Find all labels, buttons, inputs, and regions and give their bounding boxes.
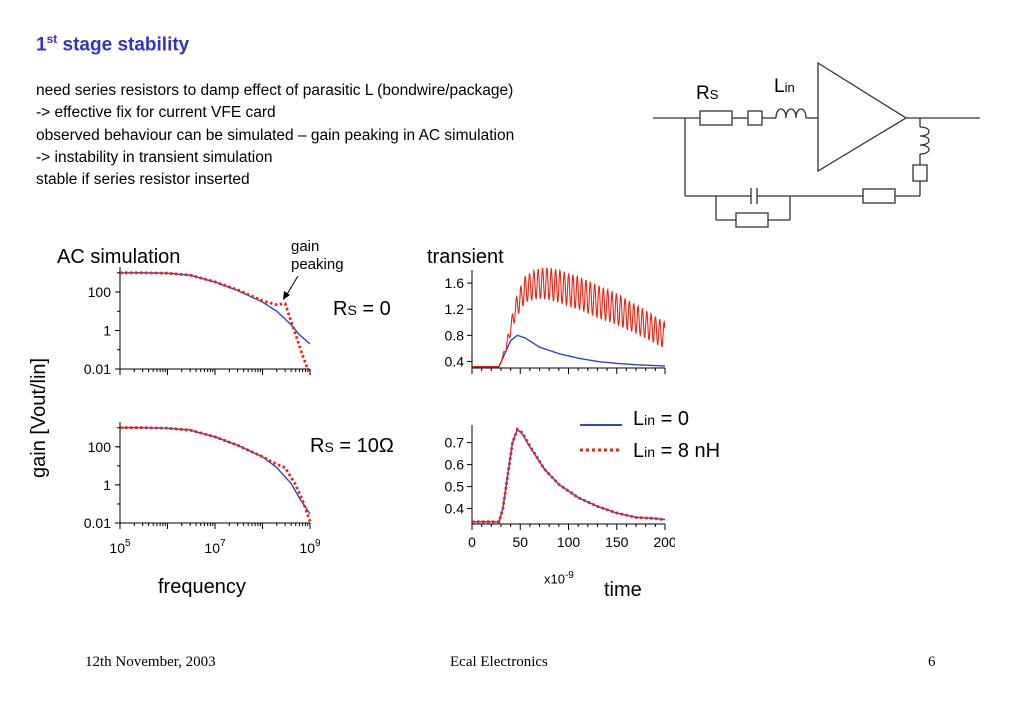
series-lin8-line xyxy=(472,267,666,368)
note-line: stable if series resistor inserted xyxy=(36,171,250,189)
footer-center: Ecal Electronics xyxy=(450,654,548,670)
footer-date: 12th November, 2003 xyxy=(85,654,216,670)
small-resistor xyxy=(747,110,763,126)
annotation-line: peaking xyxy=(291,256,344,273)
ac-chart-top: 100 1 0.01 xyxy=(84,267,312,377)
rs-zero-label: RS = 0 xyxy=(333,298,391,320)
y-tick-label: 0.5 xyxy=(445,479,465,495)
rs-ten-label: RS = 10Ω xyxy=(310,435,394,457)
x-tick-base: 10 xyxy=(204,540,220,556)
x-tick-base: 10 xyxy=(299,540,315,556)
series-lin0-line xyxy=(120,272,311,345)
legend-entry-lin8: Lin = 8 nH xyxy=(633,440,721,462)
y-tick-label: 0.7 xyxy=(445,435,465,451)
x-tick-exponent: 7 xyxy=(220,538,226,549)
series-lin8-line xyxy=(120,271,312,376)
y-tick-label: 1 xyxy=(103,477,111,493)
footer-page-number: 6 xyxy=(928,654,936,670)
transient-title: transient xyxy=(427,246,504,268)
x-tick-exponent: 9 xyxy=(315,538,320,549)
y-tick-label: 0.01 xyxy=(84,515,111,531)
x-tick-label: 100 xyxy=(557,534,581,550)
transient-chart-top: 1.6 1.2 0.8 0.4 xyxy=(445,267,666,374)
notes-block: need series resistors to damp effect of … xyxy=(36,80,514,191)
y-axis-label: gain [Vout/lin] xyxy=(28,357,50,478)
x-tick-label: 107 xyxy=(204,538,226,556)
note-line: observed behaviour can be simulated – ga… xyxy=(36,126,515,144)
feedback-inductor xyxy=(919,126,930,155)
legend-swatches xyxy=(580,424,622,452)
series-lin0-line xyxy=(472,334,665,368)
y-tick-label: 1 xyxy=(103,323,111,339)
y-tick-label: 0.6 xyxy=(445,457,465,473)
y-tick-label: 0.01 xyxy=(84,361,111,377)
series-lin8-line xyxy=(472,427,666,524)
y-tick-label: 1.6 xyxy=(445,275,465,291)
y-tick-label: 0.8 xyxy=(445,327,465,343)
ac-simulation-title: AC simulation xyxy=(57,246,181,268)
x-tick-exponent: 5 xyxy=(125,538,131,549)
series-lin0-line xyxy=(472,428,666,523)
y-tick-label: 0.4 xyxy=(445,501,465,517)
annotation-line: gain xyxy=(291,238,320,255)
x-tick-label: 200 xyxy=(653,534,675,550)
gain-peaking-annotation: gain peaking xyxy=(291,238,344,274)
lin-inductor xyxy=(775,108,807,119)
series-lin0-line xyxy=(120,426,311,515)
x-axis-frequency-label: frequency xyxy=(158,576,246,598)
rs-label: RS xyxy=(696,83,719,104)
note-line: -> effective fix for current VFE card xyxy=(36,104,276,122)
x-tick-label: 0 xyxy=(468,534,476,550)
x-tick-label: 150 xyxy=(605,534,629,550)
feedback-resistor xyxy=(862,188,896,204)
slide-title: 1st stage stability xyxy=(36,32,190,56)
amplifier-triangle xyxy=(817,61,908,173)
x-tick-label: 109 xyxy=(299,538,320,556)
x-tick-label: 50 xyxy=(512,534,528,550)
feedback-small-resistor xyxy=(912,164,928,182)
time-multiplier: x10-9 xyxy=(544,570,574,587)
y-tick-label: 1.2 xyxy=(445,301,465,317)
gain-peaking-arrow xyxy=(283,275,299,300)
transient-chart-bottom: 0.7 0.6 0.5 0.4 0 50 100 150 200 xyxy=(445,425,675,550)
y-tick-label: 0.4 xyxy=(445,353,465,369)
legend-entry-lin0: Lin = 0 xyxy=(633,408,689,430)
y-tick-label: 100 xyxy=(88,439,112,455)
y-tick-label: 100 xyxy=(88,284,112,300)
rs-resistor xyxy=(699,110,733,126)
x-tick-base: 10 xyxy=(109,540,125,556)
x-tick-label: 105 xyxy=(109,538,131,556)
note-line: -> instability in transient simulation xyxy=(36,148,273,166)
circuit-diagram: RS Lin xyxy=(653,61,980,228)
x-axis-time-label: time xyxy=(604,579,642,601)
lin-label: Lin xyxy=(774,76,795,97)
legend: Lin = 0 Lin = 8 nH xyxy=(578,405,748,465)
series-lin8-line xyxy=(120,426,312,522)
note-line: need series resistors to damp effect of … xyxy=(36,82,514,99)
